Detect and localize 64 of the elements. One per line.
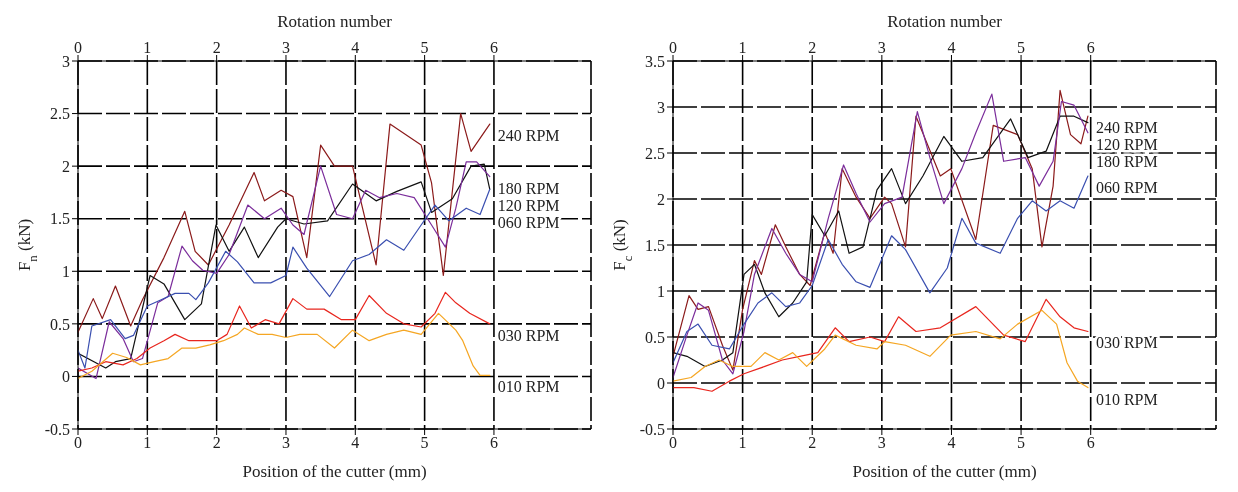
line-series [673,175,1089,364]
y-tick-label: 2.5 [50,105,70,123]
y-tick-label: 1 [62,262,70,280]
x2-tick-label: 0 [74,434,82,452]
y-tick-label: 1 [657,282,665,300]
x2-axis-title: Rotation number [277,12,393,32]
x-tick-label: 1 [738,39,747,56]
y-tick-label: 2.5 [645,144,665,162]
x2-tick-label: 1 [738,434,747,452]
x2-tick-label: 0 [669,434,677,452]
x-tick-label: 1 [143,39,152,56]
x2-tick-label: 1 [143,434,152,452]
x-tick-label: 3 [877,39,886,56]
y-tick-label: -0.5 [44,420,70,438]
line-series [78,312,491,380]
x-tick-label: 0 [74,39,82,56]
line-series [78,291,491,372]
x2-tick-label: 4 [947,434,956,452]
x2-tick-label: 3 [281,434,290,452]
y-tick-label: 0.5 [645,328,665,346]
series-label: 030 RPM [1095,334,1158,352]
x2-tick-label: 5 [420,434,429,452]
y-tick-label: 0.5 [50,315,70,333]
series-label: 120 RPM [1095,136,1158,154]
x2-tick-label: 2 [808,434,817,452]
x2-tick-label: 6 [489,434,498,452]
x-tick-label: 5 [1017,39,1026,56]
y-tick-label: 0 [657,374,665,392]
x-tick-label: 2 [212,39,221,56]
series-label: 180 RPM [497,179,560,197]
y-tick-label: 0 [62,368,70,386]
x-tick-label: 6 [489,39,498,56]
x-tick-label: 3 [281,39,290,56]
y-tick-label: 3 [657,98,665,116]
x-tick-label: 4 [351,39,360,56]
series-label: 120 RPM [497,196,560,214]
x2-tick-label: 3 [877,434,886,452]
x-tick-label: 0 [669,39,677,56]
x2-tick-label: 2 [212,434,221,452]
series-label: 060 RPM [1095,179,1158,196]
series-label: 010 RPM [497,378,560,396]
series-label: 240 RPM [1095,119,1158,137]
x-tick-label: 2 [808,39,817,56]
y-tick-label: 1.5 [50,210,70,228]
series-label: 180 RPM [1095,153,1158,171]
y-tick-label: -0.5 [639,420,665,438]
x2-tick-label: 5 [1017,434,1026,452]
series-label: 030 RPM [497,326,560,344]
x-tick-label: 4 [947,39,956,56]
x2-tick-label: 4 [351,434,360,452]
line-series [78,112,491,333]
x-tick-label: 6 [1086,39,1095,56]
y-tick-label: 3.5 [645,52,665,70]
y-tick-label: 2 [62,157,70,175]
series-label: 010 RPM [1095,390,1158,408]
y-tick-label: 2 [657,190,665,208]
y-tick-label: 1.5 [645,236,665,254]
x2-tick-label: 6 [1086,434,1095,452]
x-tick-label: 5 [420,39,429,56]
x2-axis-title: Rotation number [887,12,1003,32]
y-tick-label: 3 [62,52,70,70]
series-label: 240 RPM [497,127,560,145]
x-axis-title: Position of the cutter (mm) [852,462,1037,481]
x-axis-title: Position of the cutter (mm) [242,462,427,481]
